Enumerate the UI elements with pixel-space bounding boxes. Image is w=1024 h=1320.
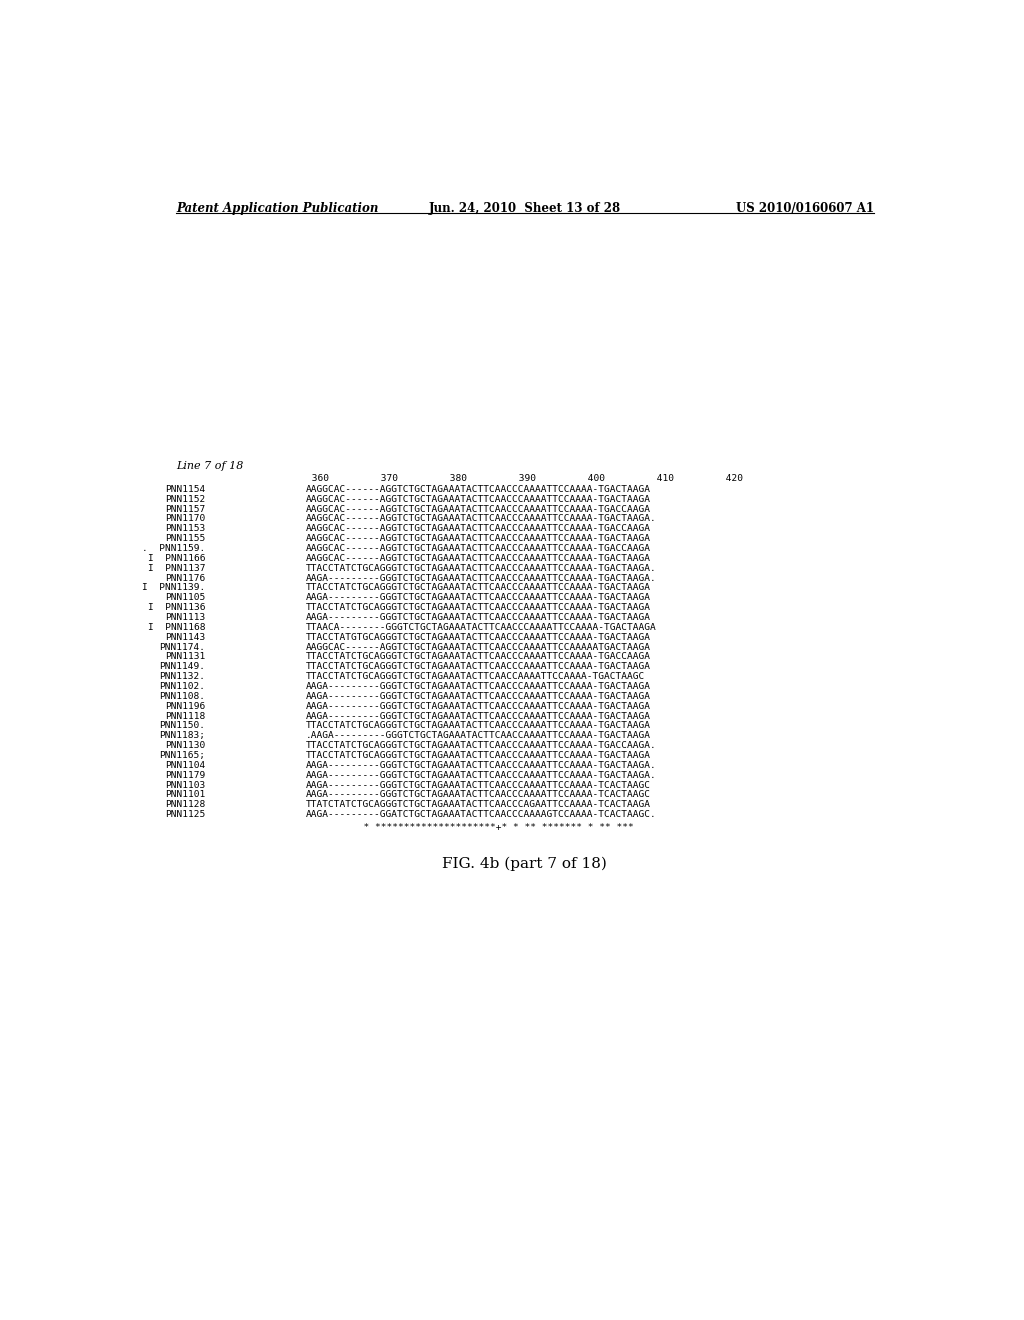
Text: TTATCTATCTGCAGGGTCTGCTAGAAATACTTCAACCCAGAATTCCAAAA-TCACTAAGA: TTATCTATCTGCAGGGTCTGCTAGAAATACTTCAACCCAG… [306, 800, 651, 809]
Text: AAGGCAC------AGGTCTGCTAGAAATACTTCAACCCAAAATTCCAAAA-TGACTAAGA: AAGGCAC------AGGTCTGCTAGAAATACTTCAACCCAA… [306, 535, 651, 543]
Text: AAGGCAC------AGGTCTGCTAGAAATACTTCAACCCAAAATTCCAAAA-TGACTAAGA: AAGGCAC------AGGTCTGCTAGAAATACTTCAACCCAA… [306, 554, 651, 562]
Text: AAGA---------GGGTCTGCTAGAAATACTTCAACCCAAAATTCCAAAA-TGACTAAGA.: AAGA---------GGGTCTGCTAGAAATACTTCAACCCAA… [306, 760, 657, 770]
Text: AAGA---------GGATCTGCTAGAAATACTTCAACCCAAAAGTCCAAAA-TCACTAAGC.: AAGA---------GGATCTGCTAGAAATACTTCAACCCAA… [306, 810, 657, 820]
Text: PNN1102.: PNN1102. [160, 682, 206, 690]
Text: TTACCTATGTGCAGGGTCTGCTAGAAATACTTCAACCCAAAATTCCAAAA-TGACTAAGA: TTACCTATGTGCAGGGTCTGCTAGAAATACTTCAACCCAA… [306, 632, 651, 642]
Text: PNN1113: PNN1113 [165, 612, 206, 622]
Text: PNN1176: PNN1176 [165, 574, 206, 582]
Text: I  PNN1166: I PNN1166 [148, 554, 206, 562]
Text: AAGGCAC------AGGTCTGCTAGAAATACTTCAACCCAAAATTCCAAAA-TGACCAAGA: AAGGCAC------AGGTCTGCTAGAAATACTTCAACCCAA… [306, 544, 651, 553]
Text: I  PNN1168: I PNN1168 [148, 623, 206, 632]
Text: Patent Application Publication: Patent Application Publication [176, 202, 379, 215]
Text: TTACCTATCTGCAGGGTCTGCTAGAAATACTTCAACCCAAAATTCCAAAA-TGACTAAGA: TTACCTATCTGCAGGGTCTGCTAGAAATACTTCAACCCAA… [306, 663, 651, 672]
Text: PNN1105: PNN1105 [165, 593, 206, 602]
Text: PNN1143: PNN1143 [165, 632, 206, 642]
Text: AAGA---------GGGTCTGCTAGAAATACTTCAACCCAAAATTCCAAAA-TCACTAAGC: AAGA---------GGGTCTGCTAGAAATACTTCAACCCAA… [306, 780, 651, 789]
Text: PNN1183;: PNN1183; [160, 731, 206, 741]
Text: AAGA---------GGGTCTGCTAGAAATACTTCAACCCAAAATTCCAAAA-TGACTAAGA: AAGA---------GGGTCTGCTAGAAATACTTCAACCCAA… [306, 593, 651, 602]
Text: TTACCTATCTGCAGGGTCTGCTAGAAATACTTCAACCCAAAATTCCAAAA-TGACCAAGA.: TTACCTATCTGCAGGGTCTGCTAGAAATACTTCAACCCAA… [306, 741, 657, 750]
Text: TTACCTATCTGCAGGGTCTGCTAGAAATACTTCAACCCAAAATTCCAAAA-TGACCAAGA: TTACCTATCTGCAGGGTCTGCTAGAAATACTTCAACCCAA… [306, 652, 651, 661]
Text: I  PNN1136: I PNN1136 [148, 603, 206, 612]
Text: AAGGCAC------AGGTCTGCTAGAAATACTTCAACCCAAAATTCCAAAA-TGACTAAGA: AAGGCAC------AGGTCTGCTAGAAATACTTCAACCCAA… [306, 484, 651, 494]
Text: AAGA---------GGGTCTGCTAGAAATACTTCAACCCAAAATTCCAAAA-TGACTAAGA: AAGA---------GGGTCTGCTAGAAATACTTCAACCCAA… [306, 702, 651, 710]
Text: TTACCTATCTGCAGGGTCTGCTAGAAATACTTCAACCCAAAATTCCAAAA-TGACTAAGA.: TTACCTATCTGCAGGGTCTGCTAGAAATACTTCAACCCAA… [306, 564, 657, 573]
Text: PNN1101: PNN1101 [165, 791, 206, 800]
Text: PNN1103: PNN1103 [165, 780, 206, 789]
Text: PNN1118: PNN1118 [165, 711, 206, 721]
Text: AAGGCAC------AGGTCTGCTAGAAATACTTCAACCCAAAATTCCAAAA-TGACTAAGA: AAGGCAC------AGGTCTGCTAGAAATACTTCAACCCAA… [306, 495, 651, 504]
Text: TTAACA--------GGGTCTGCTAGAAATACTTCAACCCAAAATTCCAAAA-TGACTAAGA: TTAACA--------GGGTCTGCTAGAAATACTTCAACCCA… [306, 623, 657, 632]
Text: PNN1104: PNN1104 [165, 760, 206, 770]
Text: AAGA---------GGGTCTGCTAGAAATACTTCAACCCAAAATTCCAAAA-TGACTAAGA: AAGA---------GGGTCTGCTAGAAATACTTCAACCCAA… [306, 711, 651, 721]
Text: PNN1155: PNN1155 [165, 535, 206, 543]
Text: AAGA---------GGGTCTGCTAGAAATACTTCAACCCAAAATTCCAAAA-TGACTAAGA.: AAGA---------GGGTCTGCTAGAAATACTTCAACCCAA… [306, 574, 657, 582]
Text: TTACCTATCTGCAGGGTCTGCTAGAAATACTTCAACCAAAATTCCAAAA-TGACTAAGC: TTACCTATCTGCAGGGTCTGCTAGAAATACTTCAACCAAA… [306, 672, 645, 681]
Text: US 2010/0160607 A1: US 2010/0160607 A1 [735, 202, 873, 215]
Text: PNN1174.: PNN1174. [160, 643, 206, 652]
Text: AAGA---------GGGTCTGCTAGAAATACTTCAACCCAAAATTCCAAAA-TGACTAAGA: AAGA---------GGGTCTGCTAGAAATACTTCAACCCAA… [306, 612, 651, 622]
Text: FIG. 4b (part 7 of 18): FIG. 4b (part 7 of 18) [442, 857, 607, 871]
Text: PNN1153: PNN1153 [165, 524, 206, 533]
Text: PNN1154: PNN1154 [165, 484, 206, 494]
Text: AAGA---------GGGTCTGCTAGAAATACTTCAACCCAAAATTCCAAAA-TGACTAAGA: AAGA---------GGGTCTGCTAGAAATACTTCAACCCAA… [306, 682, 651, 690]
Text: Jun. 24, 2010  Sheet 13 of 28: Jun. 24, 2010 Sheet 13 of 28 [429, 202, 621, 215]
Text: AAGA---------GGGTCTGCTAGAAATACTTCAACCCAAAATTCCAAAA-TGACTAAGA.: AAGA---------GGGTCTGCTAGAAATACTTCAACCCAA… [306, 771, 657, 780]
Text: PNN1170: PNN1170 [165, 515, 206, 524]
Text: .AAGA---------GGGTCTGCTAGAAATACTTCAACCAAAATTCCAAAA-TGACTAAGA: .AAGA---------GGGTCTGCTAGAAATACTTCAACCAA… [306, 731, 651, 741]
Text: PNN1128: PNN1128 [165, 800, 206, 809]
Text: AAGGCAC------AGGTCTGCTAGAAATACTTCAACCCAAAATTCCAAAA-TGACCAAGA: AAGGCAC------AGGTCTGCTAGAAATACTTCAACCCAA… [306, 524, 651, 533]
Text: * *********************+* * ** ******* * ** ***: * *********************+* * ** ******* *… [306, 824, 634, 832]
Text: I  PNN1137: I PNN1137 [148, 564, 206, 573]
Text: PNN1157: PNN1157 [165, 504, 206, 513]
Text: AAGA---------GGGTCTGCTAGAAATACTTCAACCCAAAATTCCAAAA-TGACTAAGA: AAGA---------GGGTCTGCTAGAAATACTTCAACCCAA… [306, 692, 651, 701]
Text: PNN1152: PNN1152 [165, 495, 206, 504]
Text: TTACCTATCTGCAGGGTCTGCTAGAAATACTTCAACCCAAAATTCCAAAA-TGACTAAGA: TTACCTATCTGCAGGGTCTGCTAGAAATACTTCAACCCAA… [306, 722, 651, 730]
Text: PNN1125: PNN1125 [165, 810, 206, 820]
Text: TTACCTATCTGCAGGGTCTGCTAGAAATACTTCAACCCAAAATTCCAAAA-TGACTAAGA: TTACCTATCTGCAGGGTCTGCTAGAAATACTTCAACCCAA… [306, 583, 651, 593]
Text: PNN1150.: PNN1150. [160, 722, 206, 730]
Text: AAGGCAC------AGGTCTGCTAGAAATACTTCAACCCAAAATTCCAAAA-TGACTAAGA.: AAGGCAC------AGGTCTGCTAGAAATACTTCAACCCAA… [306, 515, 657, 524]
Text: PNN1196: PNN1196 [165, 702, 206, 710]
Text: PNN1130: PNN1130 [165, 741, 206, 750]
Text: AAGA---------GGGTCTGCTAGAAATACTTCAACCCAAAATTCCAAAA-TCACTAAGC: AAGA---------GGGTCTGCTAGAAATACTTCAACCCAA… [306, 791, 651, 800]
Text: PNN1179: PNN1179 [165, 771, 206, 780]
Text: 360         370         380         390         400         410         420: 360 370 380 390 400 410 420 [306, 474, 743, 483]
Text: AAGGCAC------AGGTCTGCTAGAAATACTTCAACCCAAAATTCCAAAAATGACTAAGA: AAGGCAC------AGGTCTGCTAGAAATACTTCAACCCAA… [306, 643, 651, 652]
Text: PNN1132.: PNN1132. [160, 672, 206, 681]
Text: PNN1131: PNN1131 [165, 652, 206, 661]
Text: .  PNN1159.: . PNN1159. [142, 544, 206, 553]
Text: PNN1108.: PNN1108. [160, 692, 206, 701]
Text: AAGGCAC------AGGTCTGCTAGAAATACTTCAACCCAAAATTCCAAAA-TGACCAAGA: AAGGCAC------AGGTCTGCTAGAAATACTTCAACCCAA… [306, 504, 651, 513]
Text: TTACCTATCTGCAGGGTCTGCTAGAAATACTTCAACCCAAAATTCCAAAA-TGACTAAGA: TTACCTATCTGCAGGGTCTGCTAGAAATACTTCAACCCAA… [306, 603, 651, 612]
Text: PNN1165;: PNN1165; [160, 751, 206, 760]
Text: Line 7 of 18: Line 7 of 18 [176, 461, 244, 471]
Text: PNN1149.: PNN1149. [160, 663, 206, 672]
Text: TTACCTATCTGCAGGGTCTGCTAGAAATACTTCAACCCAAAATTCCAAAA-TGACTAAGA: TTACCTATCTGCAGGGTCTGCTAGAAATACTTCAACCCAA… [306, 751, 651, 760]
Text: I  PNN1139.: I PNN1139. [142, 583, 206, 593]
